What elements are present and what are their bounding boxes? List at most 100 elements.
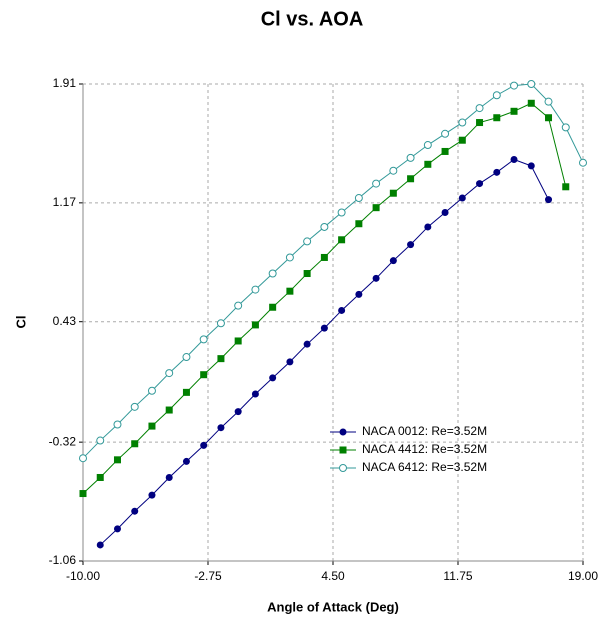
marker bbox=[337, 208, 346, 217]
marker bbox=[407, 241, 415, 249]
marker bbox=[148, 491, 156, 499]
marker bbox=[113, 525, 121, 533]
marker bbox=[96, 436, 105, 445]
marker bbox=[320, 222, 329, 231]
marker bbox=[285, 253, 294, 262]
marker bbox=[355, 290, 363, 298]
marker bbox=[441, 208, 449, 216]
marker bbox=[475, 104, 484, 113]
marker bbox=[493, 114, 501, 122]
marker bbox=[165, 406, 173, 414]
marker bbox=[268, 269, 277, 278]
y-axis-label: Cl bbox=[13, 316, 28, 329]
marker bbox=[579, 158, 587, 167]
marker bbox=[527, 162, 535, 170]
x-tick-label: 4.50 bbox=[321, 569, 345, 583]
marker bbox=[217, 424, 225, 432]
marker bbox=[130, 402, 139, 411]
marker bbox=[458, 194, 466, 202]
marker bbox=[199, 335, 208, 344]
marker bbox=[561, 123, 570, 132]
marker bbox=[113, 456, 121, 464]
marker bbox=[372, 204, 380, 212]
marker bbox=[165, 473, 173, 481]
marker bbox=[339, 428, 347, 436]
marker bbox=[339, 464, 347, 472]
marker bbox=[269, 303, 277, 311]
marker bbox=[510, 81, 519, 90]
marker bbox=[458, 118, 467, 127]
marker bbox=[355, 220, 363, 228]
marker bbox=[216, 319, 225, 328]
marker bbox=[510, 155, 518, 163]
marker bbox=[527, 99, 535, 107]
marker bbox=[476, 180, 484, 188]
marker bbox=[303, 270, 311, 278]
x-tick-label: 19.00 bbox=[568, 569, 598, 583]
marker bbox=[79, 454, 87, 463]
marker bbox=[338, 236, 346, 244]
legend-label: NACA 0012: Re=3.52M bbox=[362, 424, 487, 438]
marker bbox=[389, 166, 398, 175]
marker bbox=[113, 420, 122, 429]
marker bbox=[251, 285, 260, 294]
marker bbox=[372, 179, 381, 188]
x-tick-label: 11.75 bbox=[443, 569, 472, 583]
marker bbox=[441, 147, 449, 155]
marker bbox=[562, 183, 570, 191]
marker bbox=[96, 541, 104, 549]
marker bbox=[320, 324, 328, 332]
x-axis-label: Angle of Attack (Deg) bbox=[267, 599, 399, 614]
marker bbox=[182, 388, 190, 396]
marker bbox=[407, 175, 415, 183]
marker bbox=[286, 358, 294, 366]
marker bbox=[286, 287, 294, 295]
marker bbox=[492, 91, 501, 100]
x-tick-label: -10.00 bbox=[66, 569, 100, 583]
marker bbox=[96, 473, 104, 481]
marker bbox=[131, 507, 139, 515]
marker bbox=[510, 107, 518, 115]
marker bbox=[339, 446, 347, 454]
marker bbox=[441, 129, 450, 138]
marker bbox=[338, 306, 346, 314]
marker bbox=[424, 160, 432, 168]
marker bbox=[79, 490, 87, 498]
marker bbox=[251, 390, 259, 398]
marker bbox=[545, 196, 553, 204]
x-tick-label: -2.75 bbox=[194, 569, 222, 583]
y-tick-label: 1.17 bbox=[53, 195, 77, 209]
y-tick-label: 0.43 bbox=[53, 314, 77, 328]
marker bbox=[320, 253, 328, 261]
marker bbox=[217, 355, 225, 363]
marker bbox=[493, 168, 501, 176]
marker bbox=[165, 369, 174, 378]
marker bbox=[544, 97, 553, 106]
marker bbox=[147, 386, 156, 395]
marker bbox=[476, 119, 484, 127]
marker bbox=[148, 422, 156, 430]
marker bbox=[200, 441, 208, 449]
marker bbox=[269, 374, 277, 382]
series-line bbox=[82, 102, 567, 494]
marker bbox=[372, 274, 380, 282]
marker bbox=[251, 321, 259, 329]
legend-label: NACA 4412: Re=3.52M bbox=[362, 442, 487, 456]
marker bbox=[406, 153, 415, 162]
y-tick-label: -1.06 bbox=[49, 553, 77, 567]
chart-title: Cl vs. AOA bbox=[261, 8, 364, 30]
marker bbox=[303, 237, 312, 246]
y-tick-label: 1.91 bbox=[53, 76, 77, 90]
marker bbox=[234, 408, 242, 416]
marker bbox=[354, 194, 363, 203]
marker bbox=[545, 114, 553, 122]
legend: NACA 0012: Re=3.52M NACA 4412: Re=3.52M NA… bbox=[330, 424, 487, 474]
marker bbox=[423, 141, 432, 150]
series-line bbox=[99, 158, 549, 546]
marker bbox=[200, 371, 208, 379]
y-tick-label: -0.32 bbox=[49, 434, 77, 448]
marker bbox=[424, 223, 432, 231]
marker bbox=[303, 340, 311, 348]
marker bbox=[131, 440, 139, 448]
